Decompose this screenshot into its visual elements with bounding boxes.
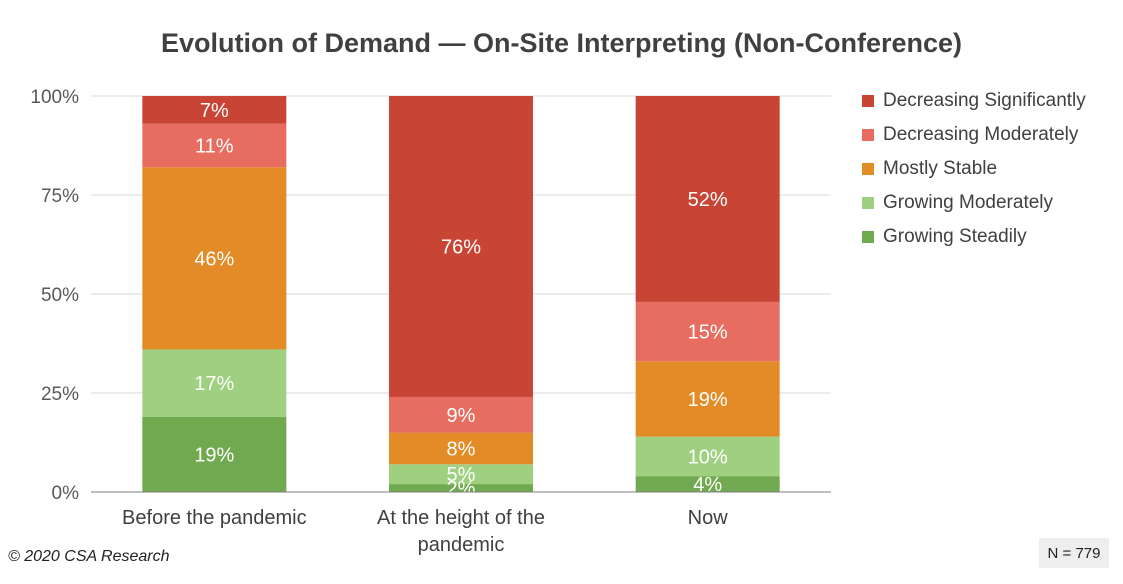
legend-item: Growing Steadily xyxy=(862,220,1086,254)
data-label: 11% xyxy=(195,136,234,158)
data-label: 9% xyxy=(447,405,476,427)
legend: Decreasing Significantly Decreasing Moder… xyxy=(862,84,1086,254)
x-tick-label: At the height of the pandemic xyxy=(377,507,545,556)
data-label: 10% xyxy=(688,446,728,468)
data-label: 15% xyxy=(688,322,728,344)
data-label: 5% xyxy=(447,464,476,486)
data-label: 8% xyxy=(447,438,476,460)
data-label: 7% xyxy=(200,100,229,122)
legend-item: Decreasing Moderately xyxy=(862,118,1086,152)
bar-segment xyxy=(142,123,287,168)
legend-label: Growing Moderately xyxy=(883,192,1054,213)
y-tick-label: 50% xyxy=(41,285,79,306)
axes: 0% 25% 50% 75% 100% Before the pandemic At the… xyxy=(30,87,831,556)
data-label: 76% xyxy=(441,236,481,258)
data-label: 19% xyxy=(194,444,234,466)
legend-item: Mostly Stable xyxy=(862,152,1086,186)
bar-segment xyxy=(389,396,533,433)
legend-item: Decreasing Significantly xyxy=(862,84,1086,118)
bar-segment xyxy=(142,167,287,350)
x-tick-label-line: Before the pandemic xyxy=(122,507,307,529)
bar-segment xyxy=(635,436,780,477)
copyright-text: © 2020 CSA Research xyxy=(8,548,170,565)
data-label: 46% xyxy=(194,248,234,270)
legend-swatch xyxy=(862,231,874,243)
legend-label: Decreasing Moderately xyxy=(883,124,1079,145)
legend-item: Growing Moderately xyxy=(862,186,1086,220)
x-tick-label: Before the pandemic xyxy=(122,507,307,529)
bar-segment xyxy=(142,96,287,124)
bar-segment xyxy=(635,361,780,437)
bar-segment xyxy=(389,464,533,485)
bar-segment xyxy=(389,484,533,492)
data-label: 17% xyxy=(194,373,234,395)
bar-segment xyxy=(389,96,533,397)
y-tick-label: 75% xyxy=(41,186,79,207)
legend-label: Growing Steadily xyxy=(883,226,1027,247)
bar-segment xyxy=(142,416,287,492)
bar-segment xyxy=(142,349,287,417)
chart-title: Evolution of Demand — On-Site Interpreti… xyxy=(160,28,962,58)
y-tick-label: 100% xyxy=(30,87,79,108)
x-tick-label-line: pandemic xyxy=(418,534,505,556)
legend-swatch xyxy=(862,95,874,107)
x-tick-label: Now xyxy=(688,507,729,529)
sample-size-badge: N = 779 xyxy=(1039,538,1109,568)
bar-segment xyxy=(635,96,780,302)
data-label: 2% xyxy=(447,478,476,500)
y-tick-label: 25% xyxy=(41,384,79,405)
data-label: 4% xyxy=(693,474,722,496)
data-label: 52% xyxy=(688,189,728,211)
bar-segment xyxy=(389,432,533,465)
y-tick-label: 0% xyxy=(52,483,80,504)
legend-label: Mostly Stable xyxy=(883,158,998,179)
x-tick-label-line: At the height of the xyxy=(377,507,545,529)
legend-swatch xyxy=(862,197,874,209)
data-label: 19% xyxy=(688,389,728,411)
bars xyxy=(142,96,780,492)
legend-swatch xyxy=(862,163,874,175)
legend-label: Decreasing Significantly xyxy=(883,90,1086,111)
data-labels: 19% 17% 46% 11% 7% 2%5% 8% 9% 76% 4% 10% 19% 15% 52% xyxy=(194,100,728,500)
x-tick-label-line: Now xyxy=(688,507,729,529)
bar-segment xyxy=(635,301,780,362)
legend-swatch xyxy=(862,129,874,141)
bar-segment xyxy=(635,476,780,492)
